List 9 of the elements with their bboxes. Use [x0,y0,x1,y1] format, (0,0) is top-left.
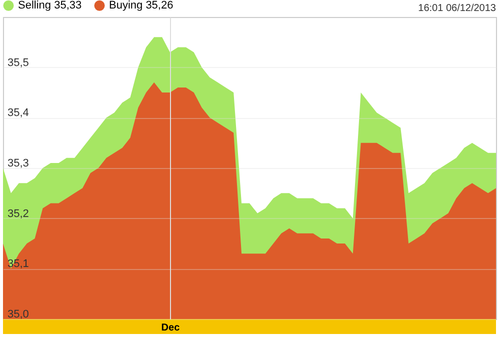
legend-label: Selling 35,33 [18,0,82,12]
text: 16:01 06/12/2013 [418,3,496,14]
y-tick-label: 35,3 [8,158,29,170]
y-tick-label: 35,0 [8,308,29,320]
legend-label: Buying 35,26 [109,0,174,12]
y-tick-label: 35,2 [8,208,29,220]
x-tick-label: Dec [161,322,180,334]
y-tick-label: 35,4 [8,107,29,120]
y-tick-label: 35,5 [8,56,29,69]
